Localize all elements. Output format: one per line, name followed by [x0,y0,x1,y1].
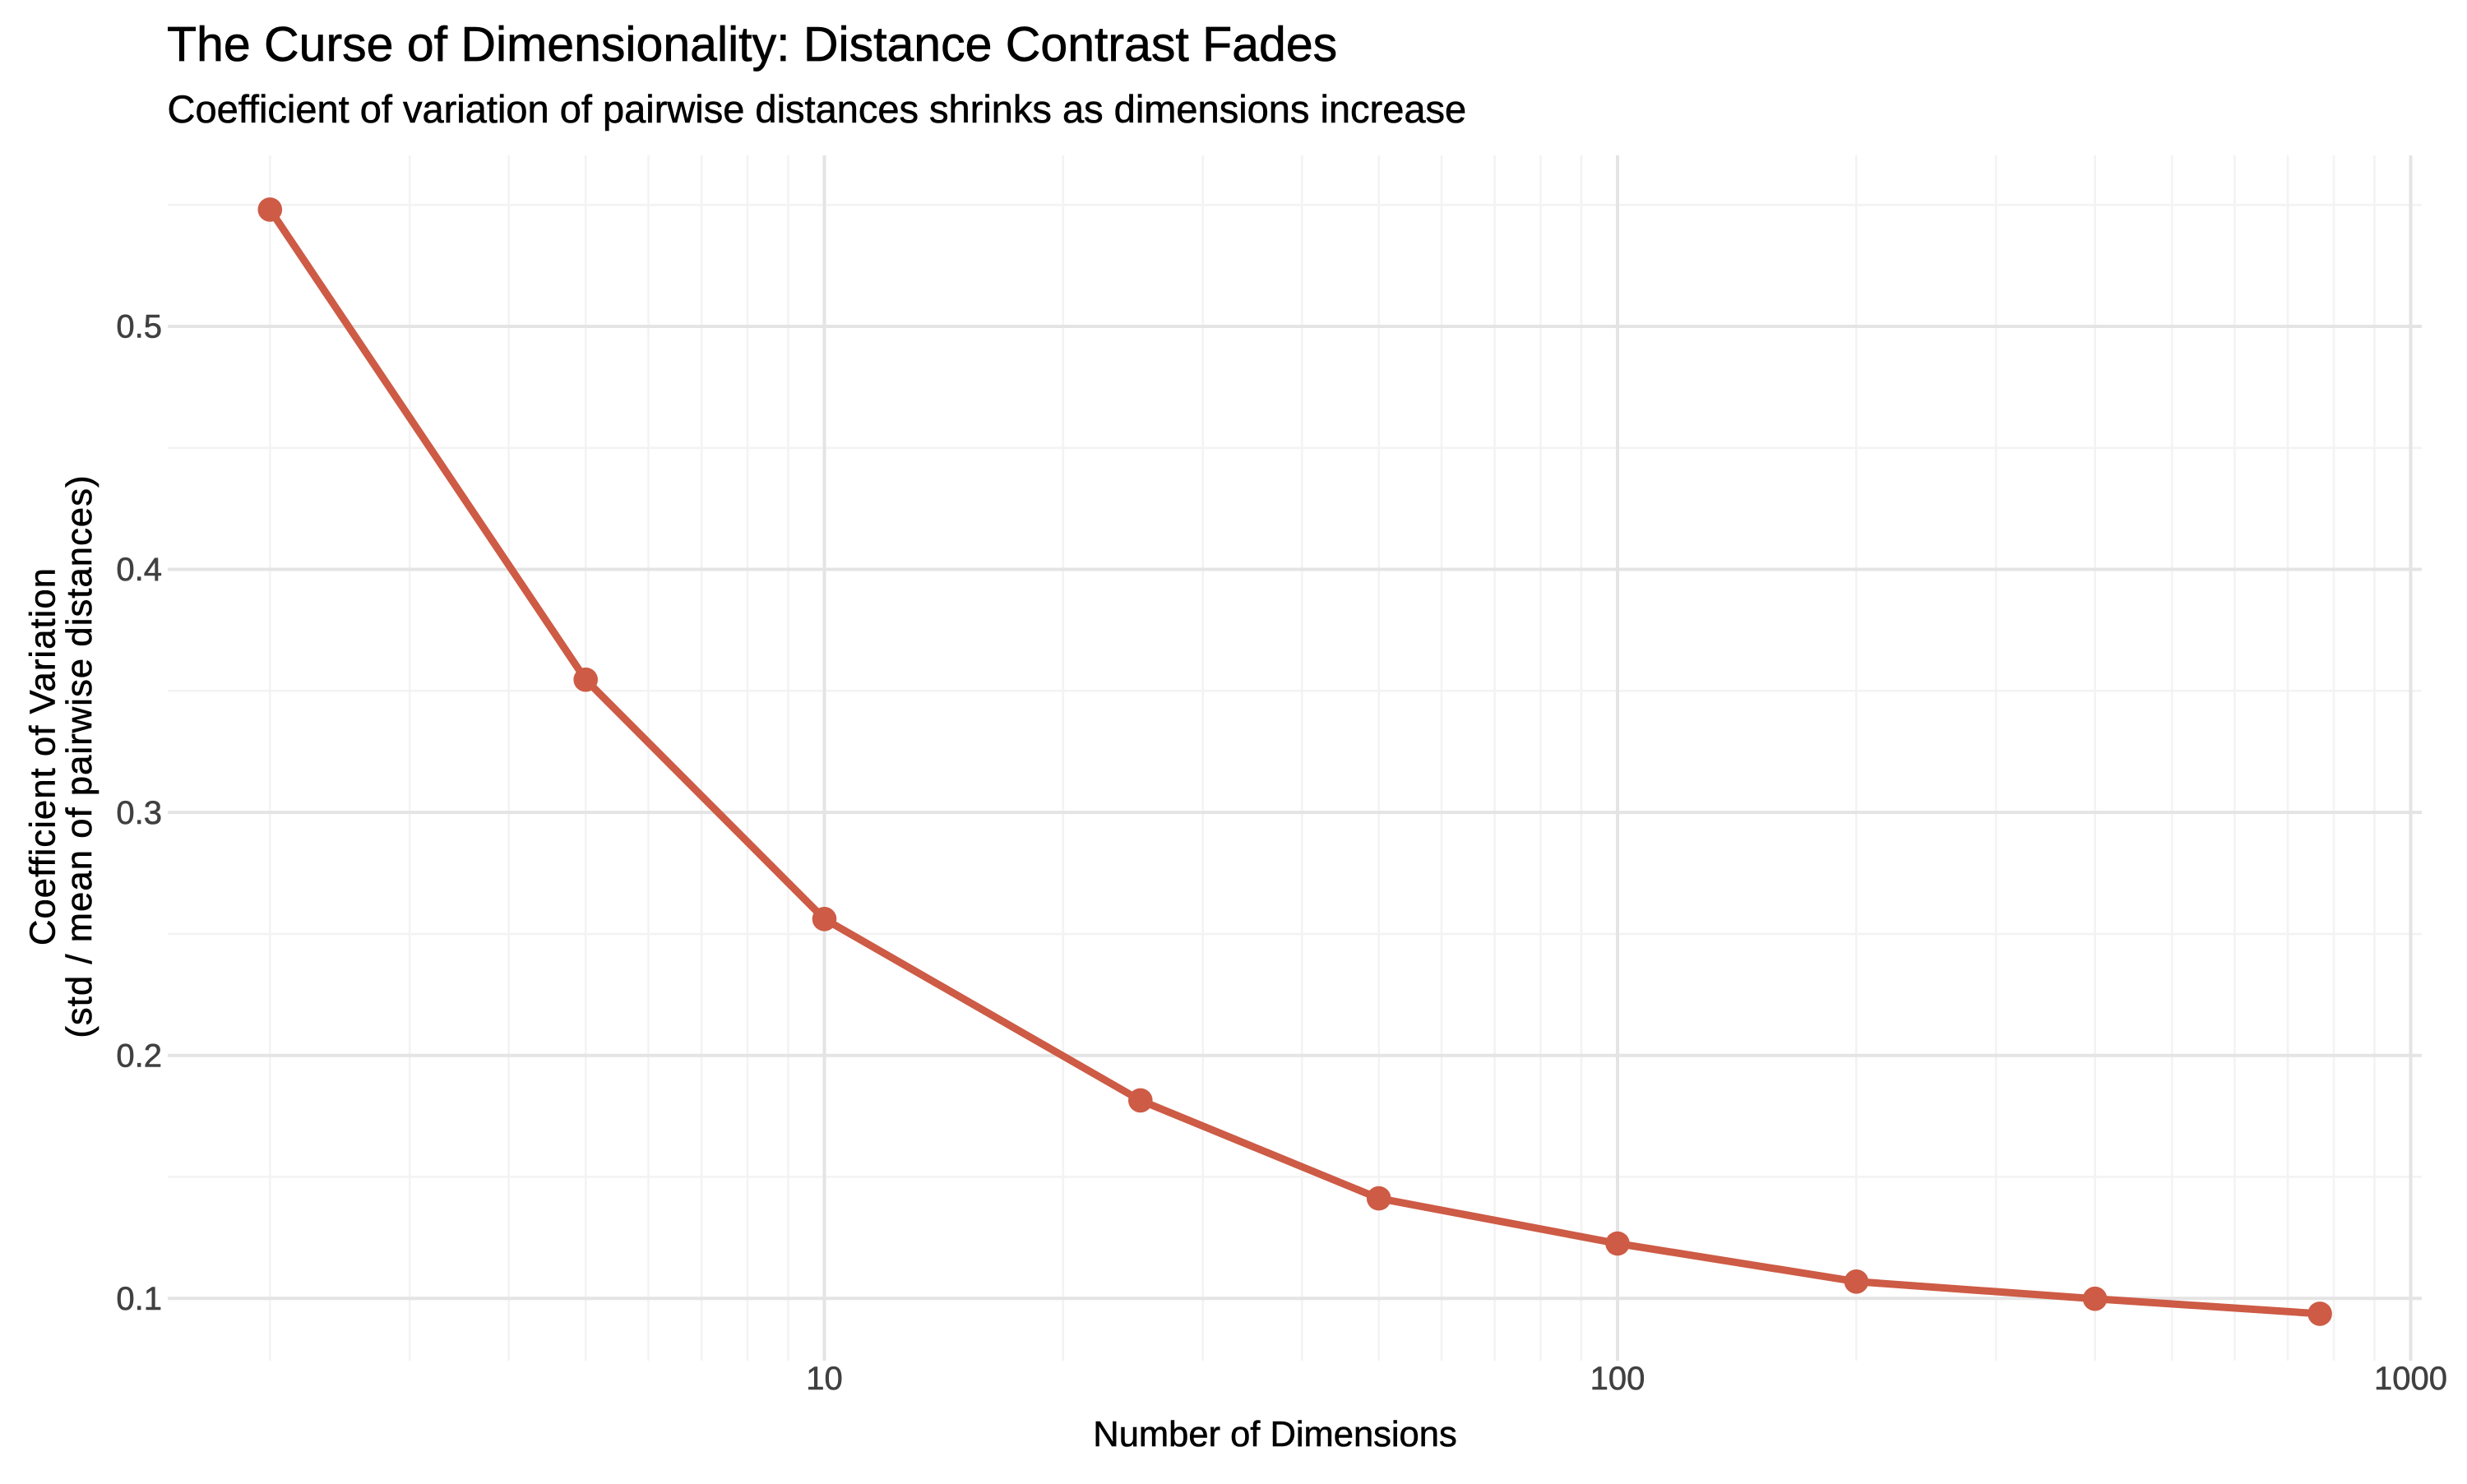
svg-text:Coefficient of Variation(std /: Coefficient of Variation(std / mean of p… [24,474,100,1038]
svg-text:Coefficient of variation of pa: Coefficient of variation of pairwise dis… [168,87,1467,131]
svg-text:0.3: 0.3 [116,795,162,831]
svg-text:0.2: 0.2 [116,1038,162,1074]
svg-text:The Curse of Dimensionality: D: The Curse of Dimensionality: Distance Co… [167,17,1337,72]
svg-text:10: 10 [806,1361,843,1397]
svg-text:0.4: 0.4 [116,552,162,588]
svg-text:100: 100 [1590,1361,1645,1397]
svg-text:Number of Dimensions: Number of Dimensions [1093,1415,1456,1454]
svg-text:0.5: 0.5 [116,309,162,345]
svg-text:1000: 1000 [2374,1361,2447,1397]
svg-text:0.1: 0.1 [116,1281,162,1317]
